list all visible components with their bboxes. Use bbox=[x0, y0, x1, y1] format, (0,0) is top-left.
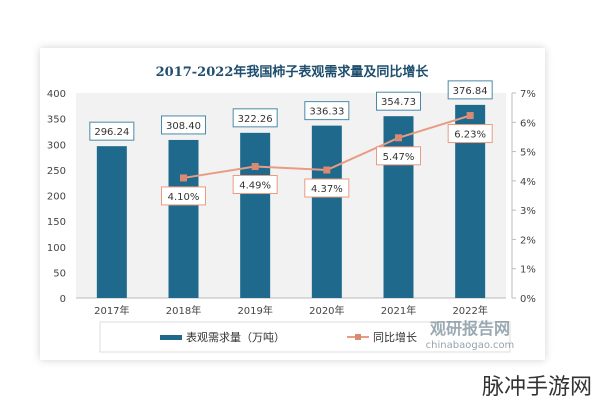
site-watermark: 脉冲手游网 bbox=[481, 375, 592, 400]
line-data-label: 4.37% bbox=[311, 184, 343, 195]
y-left-tick-label: 50 bbox=[53, 268, 66, 279]
y-left-tick-label: 250 bbox=[47, 166, 66, 177]
legend-line-label: 同比增长 bbox=[373, 330, 417, 344]
bar-data-label-box bbox=[161, 115, 206, 135]
y-left-tick-label: 200 bbox=[47, 192, 66, 203]
y-right-tick-label: 0% bbox=[520, 294, 536, 305]
bar-data-label-box bbox=[376, 91, 421, 111]
line-data-label: 4.10% bbox=[168, 192, 200, 203]
bar-data-label: 308.40 bbox=[166, 121, 201, 132]
bar-data-label-box bbox=[304, 101, 350, 121]
y-right-tick-label: 5% bbox=[520, 148, 536, 159]
line-data-label-box bbox=[376, 146, 421, 166]
line-data-label-box bbox=[447, 124, 493, 144]
x-tick-label: 2019年 bbox=[237, 304, 272, 317]
bar bbox=[168, 139, 199, 298]
line-data-label-box bbox=[232, 175, 278, 195]
growth-marker bbox=[251, 163, 259, 171]
y-left-tick-label: 350 bbox=[47, 115, 66, 126]
bar-data-label-box bbox=[232, 108, 278, 128]
y-right-tick-label: 1% bbox=[520, 265, 536, 276]
y-right-tick-label: 6% bbox=[520, 118, 536, 129]
y-right-tick-label: 2% bbox=[520, 235, 536, 246]
line-data-label-box bbox=[304, 178, 350, 198]
bar bbox=[240, 132, 271, 298]
bar-data-label: 376.84 bbox=[453, 86, 488, 97]
y-right-tick-label: 7% bbox=[520, 89, 536, 100]
bar bbox=[96, 146, 127, 298]
growth-marker bbox=[466, 112, 474, 120]
growth-marker bbox=[395, 134, 402, 142]
growth-marker bbox=[323, 166, 331, 174]
bar-data-label: 354.73 bbox=[381, 97, 416, 108]
bar-data-label: 322.26 bbox=[238, 114, 273, 125]
line-data-label: 4.49% bbox=[239, 181, 271, 192]
x-tick-label: 2022年 bbox=[452, 304, 487, 317]
bar-data-label: 296.24 bbox=[94, 127, 129, 138]
chart-title: 2017-2022年我国柿子表观需求量及同比增长 bbox=[156, 64, 430, 80]
y-right-tick-label: 4% bbox=[520, 177, 536, 188]
y-left-tick-label: 100 bbox=[47, 243, 66, 254]
x-tick-label: 2020年 bbox=[309, 304, 344, 317]
legend-bar-label: 表观需求量（万吨） bbox=[186, 330, 285, 344]
legend-bar-swatch bbox=[160, 335, 182, 340]
line-data-label: 6.23% bbox=[454, 130, 486, 141]
watermark-brand: 观研报告网 bbox=[430, 319, 510, 338]
y-left-tick-label: 400 bbox=[47, 89, 66, 100]
y-left-tick-label: 0 bbox=[60, 294, 66, 305]
x-tick-label: 2017年 bbox=[94, 304, 129, 317]
legend-line-marker bbox=[355, 334, 361, 340]
bar bbox=[311, 125, 342, 298]
y-left-tick-label: 300 bbox=[47, 140, 66, 151]
x-tick-label: 2021年 bbox=[381, 304, 416, 317]
y-right-tick-label: 3% bbox=[520, 206, 536, 217]
growth-marker bbox=[180, 174, 187, 182]
bar-data-label-box bbox=[447, 80, 493, 100]
x-tick-label: 2018年 bbox=[166, 304, 201, 317]
watermark-url: chinabaogao.com bbox=[426, 340, 515, 351]
line-data-label: 5.47% bbox=[383, 152, 415, 163]
bar-data-label: 336.33 bbox=[309, 107, 344, 118]
line-data-label-box bbox=[161, 186, 206, 206]
bar-data-label-box bbox=[89, 121, 135, 141]
y-left-tick-label: 150 bbox=[47, 217, 66, 228]
